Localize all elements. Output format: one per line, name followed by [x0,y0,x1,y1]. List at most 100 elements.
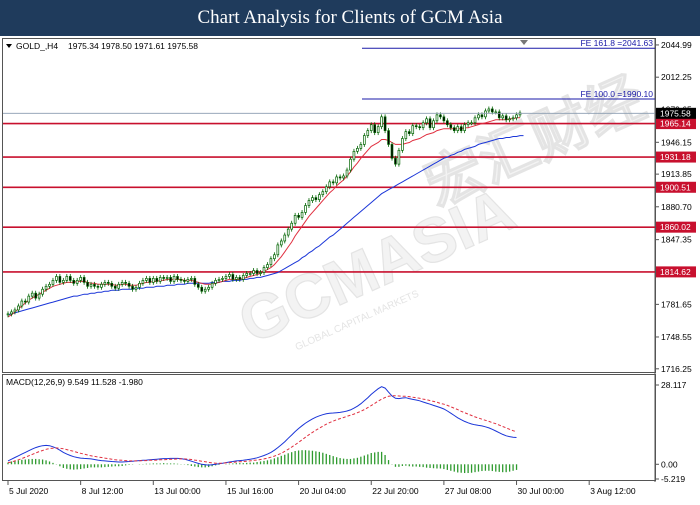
candle-body [345,169,349,177]
candle-body [238,277,242,280]
time-tick-label: 5 Jul 2020 [9,486,48,496]
candle-body [221,278,224,280]
candlestick [432,118,435,131]
candle-body [376,126,380,133]
candle-body [107,282,110,284]
candlestick [23,298,27,305]
candle-body [196,283,200,288]
price-chart-svg: GCMASIA GLOBAL CAPITAL MARKETS 宏汇财经 2044… [0,36,700,500]
candle-body [425,118,428,124]
candle-body [286,228,290,236]
time-axis: 5 Jul 2020 8 Jul 12:00 13 Jul 00:00 15 Jul … [7,481,636,496]
level-price-box [656,221,696,233]
candlestick [501,113,505,121]
candlestick [183,277,186,284]
candle-body [241,275,245,280]
candle-body [435,114,439,122]
candle-body [338,176,342,179]
candle-body [494,111,498,114]
candlestick [262,265,266,275]
candlestick [200,284,204,294]
candle-body [82,277,86,283]
candle-body [279,240,283,246]
candle-body [158,277,162,282]
price-tick-label: 1946.15 [661,137,692,147]
candlestick [210,280,214,290]
candlestick [487,106,491,114]
candlestick [138,280,141,290]
candle-body [518,112,522,116]
candlestick [394,155,397,167]
chart-shift-marker-icon[interactable] [520,40,528,45]
candle-body [169,277,172,282]
candlestick [107,279,110,286]
candle-body [138,282,141,288]
candlestick [449,122,453,131]
candle-body [151,278,155,283]
candlestick [124,279,127,286]
candlestick [165,274,169,281]
candlestick [190,275,193,282]
candle-body [511,117,515,120]
candle-body [75,280,79,284]
candlestick [17,303,20,313]
candle-body [497,111,501,119]
candlestick [259,270,262,276]
time-tick-label: 13 Jul 00:00 [154,486,201,496]
candle-body [172,276,176,282]
macd-indicator: 28.117 0.00 -5.219 [7,380,687,484]
candle-body [6,313,10,316]
candlestick [169,274,172,284]
candle-body [17,305,20,311]
macd-tick-label: -5.219 [661,474,685,484]
candlestick [27,293,31,305]
candle-body [318,194,321,200]
candle-body [480,114,484,118]
candle-body [183,280,186,282]
candle-body [452,127,456,131]
candle-body [27,295,31,303]
candle-body [193,278,197,285]
candlestick [6,311,10,318]
candle-body [324,186,328,193]
current-price-tag: 1975.58 [656,107,696,119]
candlestick [283,232,287,244]
candlestick [231,272,235,282]
candlestick [321,189,325,198]
candle-body [411,125,415,134]
candlestick [110,280,114,289]
candlestick [342,173,345,181]
candlestick [352,148,356,162]
candle-body [359,144,363,149]
support-resistance-levels: 1965.14 1931.18 1900.51 1860.02 1814.62 [3,118,696,278]
candlestick [369,122,373,134]
candle-body [190,278,193,280]
candlestick [324,184,328,195]
level-price-label: 1965.14 [660,119,691,129]
candlestick [141,277,145,286]
candle-body [290,222,293,230]
candlestick [511,115,515,122]
candle-body [266,264,269,268]
level-price-box [656,266,696,278]
candlestick [235,274,238,282]
candle-body [446,120,449,126]
candlestick [120,279,124,287]
candle-body [231,274,235,280]
candle-body [148,278,152,283]
candle-body [352,150,356,160]
candle-body [394,157,397,165]
candle-body [162,277,165,279]
symbol-dropdown-icon[interactable] [6,44,12,48]
candle-body [366,130,370,136]
candlestick [421,120,425,131]
candlestick [383,114,387,134]
candlestick [290,220,293,232]
candle-body [203,288,207,292]
candle-body [269,258,273,265]
candle-body [186,279,190,282]
candle-body [373,124,377,133]
candle-body [470,122,473,125]
candlestick [376,124,380,136]
candlestick [221,275,224,282]
